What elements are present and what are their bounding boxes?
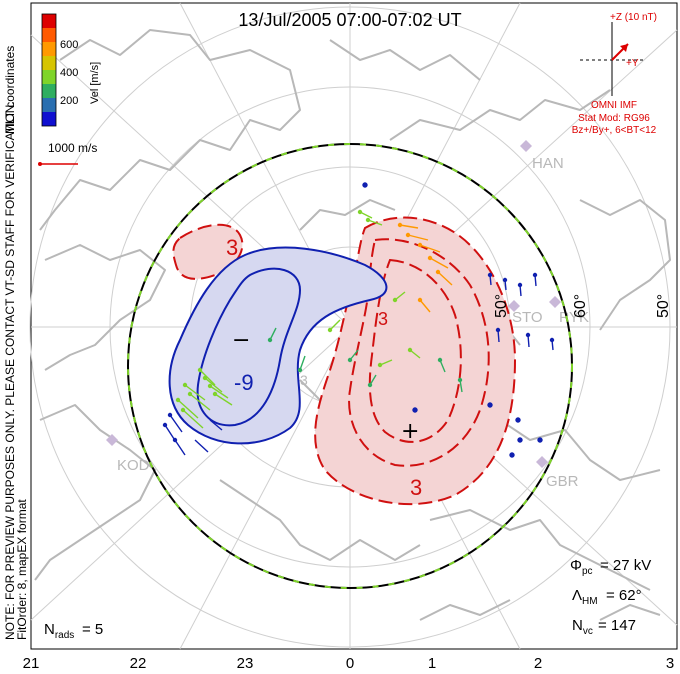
- station-marker-han: [520, 140, 532, 152]
- lambda-hm-value: = 62°: [606, 587, 642, 604]
- velocity-vectors: [162, 182, 555, 458]
- mlt-tick-22: 22: [130, 655, 147, 672]
- fit-note: FitOrder: 8, mapEX format: [15, 499, 29, 640]
- mlt-tick-3: 3: [666, 655, 674, 672]
- station-marker-sto: [508, 300, 520, 312]
- contour-label-faint: 3: [300, 372, 308, 388]
- station-marker-kod: [106, 434, 118, 446]
- imf-z-label: +Z (10 nT): [610, 12, 657, 23]
- station-marker-gbr: [536, 456, 548, 468]
- map-title: 13/Jul/2005 07:00-07:02 UT: [238, 10, 461, 30]
- coords-note: MLT coordinates: [3, 46, 17, 134]
- nrads-value: = 5: [82, 621, 103, 638]
- velocity-colorbar: 600 400 200 Vel [m/s]: [41, 13, 101, 127]
- fit-statistics: Φpc = 27 kV ΛHM = 62° Nvc = 147 Nrads = …: [44, 557, 651, 641]
- mlt-tick-2: 2: [534, 655, 542, 672]
- positive-contour-inner: [368, 258, 462, 443]
- mlt-tick-1: 1: [428, 655, 436, 672]
- nvc-value: = 147: [598, 617, 636, 634]
- imf-source: OMNI IMF: [591, 100, 637, 111]
- station-marker-pyk: [549, 296, 561, 308]
- preview-note: NOTE: FOR PREVIEW PURPOSES ONLY. PLEASE …: [3, 101, 17, 640]
- lat-label-60: 60°: [572, 294, 589, 318]
- mlt-tick-21: 21: [23, 655, 40, 672]
- colorbar-tick-200: 200: [60, 95, 78, 107]
- imf-model: Stat Mod: RG96: [578, 113, 650, 124]
- station-label-han: HAN: [532, 155, 564, 172]
- negative-contour-inner: [196, 267, 302, 427]
- imf-clock: +Z (10 nT) +Y OMNI IMF Stat Mod: RG96 Bz…: [572, 12, 657, 136]
- lat-label-50: 50°: [655, 294, 672, 318]
- mlt-axis: 21 22 23 0 1 2 3: [23, 655, 675, 672]
- station-label-kod: KOD: [117, 457, 150, 474]
- reference-vector: 1000 m/s: [38, 141, 97, 166]
- mlt-tick-23: 23: [237, 655, 254, 672]
- side-notes: MLT coordinates NOTE: FOR PREVIEW PURPOS…: [3, 46, 29, 640]
- station-markers: [106, 140, 561, 468]
- contour-label-positive-inner: 3: [378, 309, 388, 329]
- station-label-sto: STO: [512, 309, 543, 326]
- potential-min-marker: −: [232, 328, 250, 353]
- colorbar-tick-600: 600: [60, 39, 78, 51]
- colorbar-label: Vel [m/s]: [89, 62, 101, 104]
- imf-y-label: +Y: [626, 58, 639, 69]
- contour-label-negative: -9: [234, 370, 254, 395]
- latitude-labels: 50° 60° 50°: [493, 294, 672, 318]
- contour-label-dusk-small: 3: [226, 235, 238, 260]
- hm-boundary: [127, 143, 573, 589]
- station-label-gbr: GBR: [546, 473, 579, 490]
- contour-label-positive-outer: 3: [410, 475, 422, 500]
- reference-vector-label: 1000 m/s: [48, 141, 97, 155]
- positive-contour-mid: [348, 238, 490, 467]
- colorbar-tick-400: 400: [60, 67, 78, 79]
- mlt-tick-0: 0: [346, 655, 354, 672]
- contour-labels: 3 -9 3 3 3: [226, 235, 422, 500]
- imf-condition: Bz+/By+, 6<BT<12: [572, 125, 657, 136]
- potential-max-marker: +: [401, 419, 419, 444]
- lat-label-70: 50°: [493, 294, 510, 318]
- phi-pc-value: = 27 kV: [600, 557, 651, 574]
- positive-contour-small: [172, 223, 244, 280]
